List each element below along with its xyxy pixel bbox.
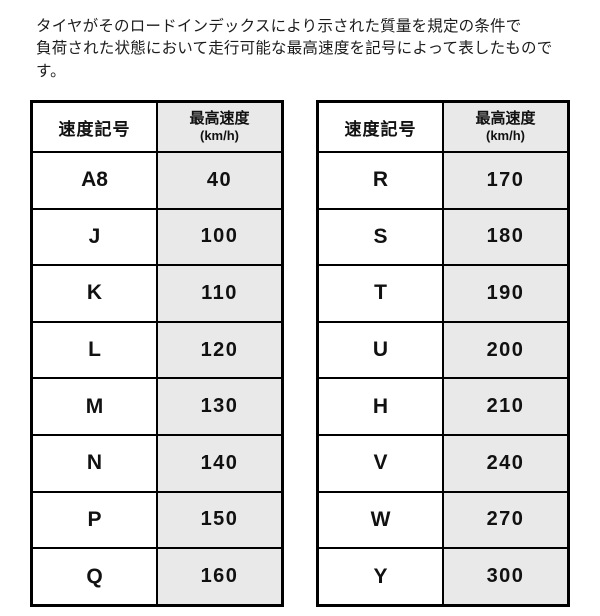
speed-symbol-cell: Q bbox=[30, 547, 158, 607]
max-speed-cell: 300 bbox=[442, 547, 570, 607]
max-speed-unit-label: (km/h) bbox=[200, 128, 239, 144]
table-row: Q 160 bbox=[30, 547, 284, 607]
description-line-1: タイヤがそのロードインデックスにより示された質量を規定の条件で bbox=[36, 18, 522, 35]
speed-symbol-cell: J bbox=[30, 207, 158, 267]
speed-table-right: 速度記号 最高速度 (km/h) R 170 S 180 T 190 U 200 H 210 V 24… bbox=[316, 100, 570, 608]
max-speed-cell: 140 bbox=[156, 433, 284, 493]
table-row: N 140 bbox=[30, 433, 284, 493]
speed-symbol-cell: V bbox=[316, 433, 444, 493]
max-speed-cell: 180 bbox=[442, 207, 570, 267]
speed-symbol-cell: A8 bbox=[30, 150, 158, 210]
speed-symbol-cell: K bbox=[30, 264, 158, 323]
table-row: A8 40 bbox=[30, 150, 284, 210]
speed-symbol-cell: R bbox=[316, 150, 444, 210]
max-speed-cell: 150 bbox=[156, 490, 284, 550]
max-speed-cell: 160 bbox=[156, 547, 284, 607]
table-row: M 130 bbox=[30, 377, 284, 436]
speed-symbol-cell: L bbox=[30, 320, 158, 380]
table-row: H 210 bbox=[316, 377, 570, 436]
speed-tables-container: 速度記号 最高速度 (km/h) A8 40 J 100 K 110 L 120 M 130 N 14… bbox=[30, 100, 600, 608]
max-speed-unit-label: (km/h) bbox=[486, 128, 525, 144]
max-speed-header: 最高速度 (km/h) bbox=[156, 100, 284, 153]
speed-symbol-header: 速度記号 bbox=[316, 100, 444, 153]
speed-symbol-cell: W bbox=[316, 490, 444, 550]
max-speed-header-label: 最高速度 bbox=[189, 109, 250, 127]
max-speed-cell: 200 bbox=[442, 320, 570, 380]
speed-symbol-cell: T bbox=[316, 264, 444, 323]
speed-table-left: 速度記号 最高速度 (km/h) A8 40 J 100 K 110 L 120 M 130 N 14… bbox=[30, 100, 284, 608]
table-row: J 100 bbox=[30, 207, 284, 267]
max-speed-cell: 120 bbox=[156, 320, 284, 380]
max-speed-cell: 100 bbox=[156, 207, 284, 267]
max-speed-cell: 40 bbox=[156, 150, 284, 210]
max-speed-cell: 210 bbox=[442, 377, 570, 436]
max-speed-cell: 240 bbox=[442, 433, 570, 493]
description-line-2: 負荷された状態において走行可能な最高速度を記号によって表したものです。 bbox=[36, 40, 553, 80]
table-header-row: 速度記号 最高速度 (km/h) bbox=[316, 100, 570, 153]
speed-symbol-cell: Y bbox=[316, 547, 444, 607]
table-row: K 110 bbox=[30, 264, 284, 323]
table-row: Y 300 bbox=[316, 547, 570, 607]
max-speed-cell: 130 bbox=[156, 377, 284, 436]
table-row: W 270 bbox=[316, 490, 570, 550]
max-speed-header-label: 最高速度 bbox=[475, 109, 536, 127]
max-speed-cell: 170 bbox=[442, 150, 570, 210]
table-row: U 200 bbox=[316, 320, 570, 380]
speed-symbol-header: 速度記号 bbox=[30, 100, 158, 153]
table-row: L 120 bbox=[30, 320, 284, 380]
table-header-row: 速度記号 最高速度 (km/h) bbox=[30, 100, 284, 153]
table-row: T 190 bbox=[316, 264, 570, 323]
max-speed-cell: 270 bbox=[442, 490, 570, 550]
table-row: S 180 bbox=[316, 207, 570, 267]
table-row: P 150 bbox=[30, 490, 284, 550]
speed-symbol-cell: H bbox=[316, 377, 444, 436]
table-row: V 240 bbox=[316, 433, 570, 493]
speed-symbol-cell: S bbox=[316, 207, 444, 267]
max-speed-cell: 190 bbox=[442, 264, 570, 323]
speed-symbol-cell: M bbox=[30, 377, 158, 436]
max-speed-header: 最高速度 (km/h) bbox=[442, 100, 570, 153]
max-speed-cell: 110 bbox=[156, 264, 284, 323]
description-text: タイヤがそのロードインデックスにより示された質量を規定の条件で 負荷された状態に… bbox=[36, 16, 580, 83]
table-row: R 170 bbox=[316, 150, 570, 210]
speed-symbol-cell: U bbox=[316, 320, 444, 380]
speed-symbol-cell: N bbox=[30, 433, 158, 493]
speed-symbol-cell: P bbox=[30, 490, 158, 550]
page: { "description": { "line1": "タイヤがそのロードイン… bbox=[0, 16, 600, 616]
